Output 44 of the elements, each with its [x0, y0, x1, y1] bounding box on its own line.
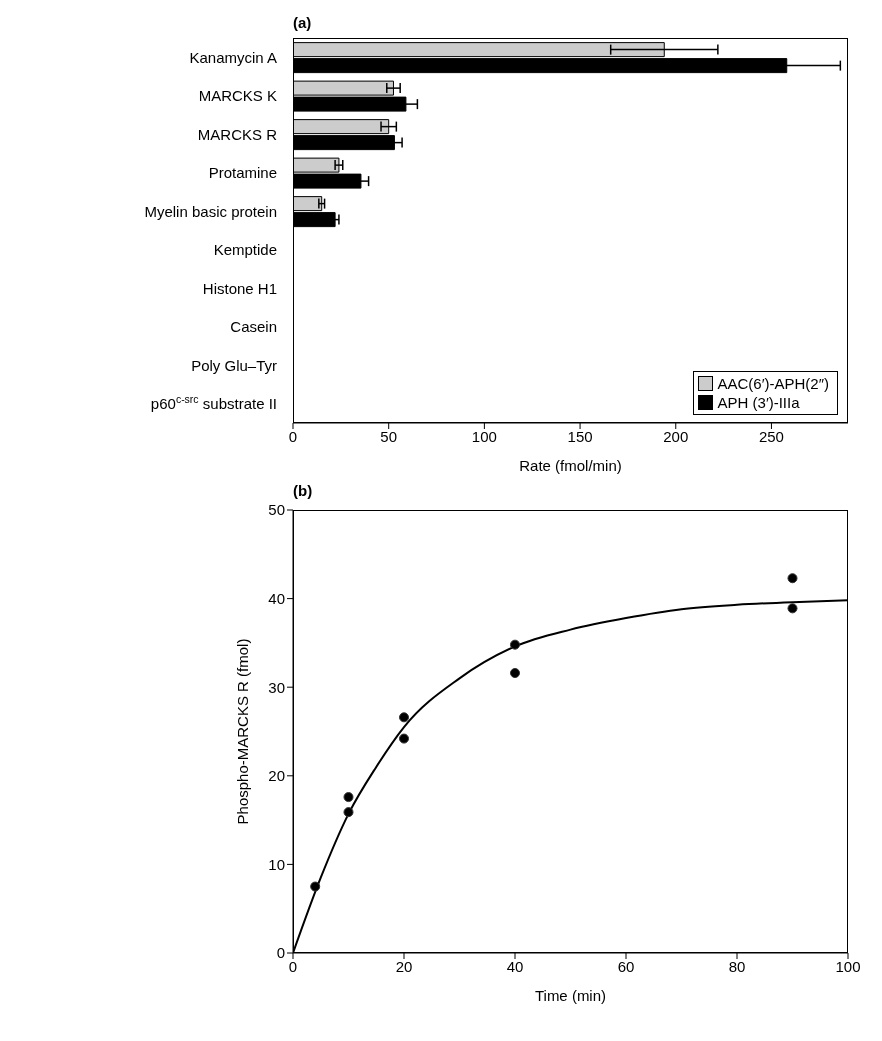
x-tick-label: 40 [506, 957, 524, 975]
y-tick-label: 30 [268, 678, 285, 696]
point [343, 807, 354, 818]
x-tick-label: 150 [567, 427, 593, 445]
y-axis-title: Phospho-MARCKS R (fmol) [234, 638, 252, 825]
x-tick-label: 200 [663, 427, 689, 445]
y-tick-label: Casein [230, 318, 277, 335]
y-tick-label: Poly Glu–Tyr [191, 356, 277, 374]
y-tick-label: Histone H1 [202, 279, 277, 297]
point [787, 603, 798, 614]
point [509, 639, 521, 650]
point [343, 792, 354, 803]
x-tick-label: 250 [758, 427, 784, 445]
y-tick-label: MARCKS K [198, 87, 277, 104]
x-tick-label: 20 [395, 957, 413, 975]
y-tick-label: Myelin basic protein [144, 202, 277, 220]
y-tick-label: 40 [268, 589, 285, 607]
point [398, 712, 410, 723]
point [509, 668, 521, 679]
x-tick-label: 0 [288, 427, 298, 445]
y-tick-label: MARCKS R [197, 125, 278, 143]
legend-label: AAC(6′)-APH(2″) [717, 374, 829, 393]
y-tick-label: 0 [276, 944, 285, 962]
x-tick-label: 60 [617, 957, 635, 975]
x-axis-title: Rate (fmol/min) [519, 457, 622, 474]
x-tick-label: 50 [380, 427, 398, 445]
y-tick-label: 10 [268, 855, 285, 873]
x-tick-label: 80 [728, 957, 746, 975]
y-tick-label: 50 [268, 501, 285, 519]
y-tick-label: p60$^{c-src}$ substrate II [150, 393, 277, 412]
x-tick-label: 100 [835, 957, 861, 975]
point [310, 881, 321, 892]
y-tick-label: Kemptide [213, 241, 277, 258]
legend-label: APH (3′)-IIIa [717, 393, 800, 412]
y-tick-label: Protamine [208, 164, 277, 181]
x-tick-label: 100 [471, 427, 497, 445]
x-axis-title: Time (min) [534, 987, 607, 1004]
y-tick-label: 20 [268, 767, 285, 785]
y-tick-label: Kanamycin A [189, 48, 277, 66]
point [787, 573, 798, 584]
point [398, 733, 410, 744]
x-tick-label: 0 [288, 957, 298, 975]
chart-title: (a) [293, 14, 312, 31]
chart-title: (b) [293, 482, 313, 499]
